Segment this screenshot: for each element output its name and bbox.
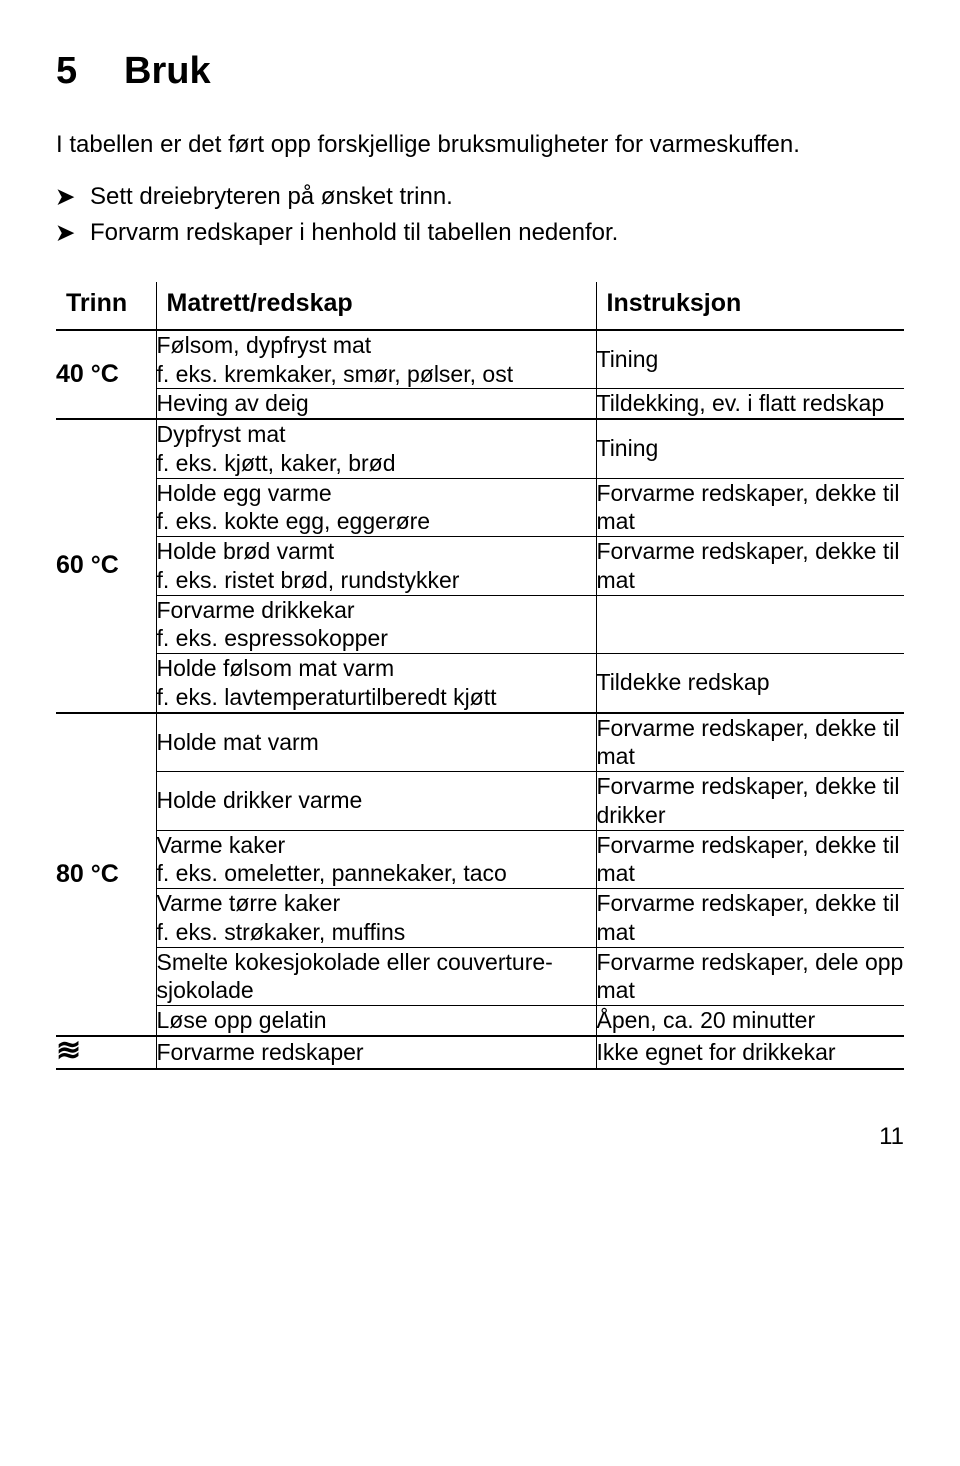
bullet-text: Forvarm redskaper i henhold til tabellen…	[90, 219, 618, 246]
instruksjon-cell: Tining	[596, 419, 904, 478]
matrett-main: Smelte kokesjokolade eller couverture-sj…	[157, 949, 553, 1004]
instruksjon-cell: Tildekking, ev. i flatt redskap	[596, 389, 904, 419]
bullet-text: Sett dreiebryteren på ønsket trinn.	[90, 183, 453, 210]
bullet-item: ➤Forvarm redskaper i henhold til tabelle…	[56, 218, 904, 248]
table-row: Forvarme drikkekarf. eks. espressokopper	[56, 595, 904, 654]
table-row: Holde egg varmef. eks. kokte egg, eggerø…	[56, 478, 904, 537]
instruksjon-cell: Forvarme redskaper, dekke til mat	[596, 478, 904, 537]
table-row: Varme kakerf. eks. omeletter, pannekaker…	[56, 830, 904, 889]
matrett-main: Holde mat varm	[157, 729, 319, 755]
instruksjon-cell: Ikke egnet for drikkekar	[596, 1036, 904, 1069]
section-number: 5	[56, 48, 124, 96]
table-header-row: Trinn Matrett/redskap Instruksjon	[56, 282, 904, 330]
instruksjon-cell: Tining	[596, 330, 904, 389]
header-instruksjon: Instruksjon	[596, 282, 904, 330]
matrett-main: Dypfryst mat	[157, 421, 286, 447]
matrett-cell: Smelte kokesjokolade eller couverture-sj…	[156, 947, 596, 1006]
matrett-sub: f. eks. strøkaker, muffins	[157, 919, 406, 945]
bullet-item: ➤Sett dreiebryteren på ønsket trinn.	[56, 182, 904, 212]
table-row: Heving av deig Tildekking, ev. i flatt re…	[56, 389, 904, 419]
instruksjon-cell: Forvarme redskaper, dekke til mat	[596, 713, 904, 772]
table-row: Holde følsom mat varm f. eks. lavtemperat…	[56, 654, 904, 713]
matrett-main: Heving av deig	[157, 390, 309, 416]
matrett-cell: Heving av deig	[156, 389, 596, 419]
matrett-main: Varme kaker	[157, 832, 286, 858]
table-row: Løse opp gelatin Åpen, ca. 20 minutter	[56, 1006, 904, 1036]
matrett-sub: f. eks. lavtemperaturtilberedt kjøtt	[157, 684, 497, 710]
table-row: ≋ Forvarme redskaper Ikke egnet for drikke…	[56, 1036, 904, 1069]
table-row: Varme tørre kaker f. eks. strøkaker, muff…	[56, 889, 904, 948]
trinn-cell: 80 °C	[56, 713, 156, 1036]
matrett-cell: Holde følsom mat varm f. eks. lavtemperat…	[156, 654, 596, 713]
matrett-main: Holde brød varmt	[157, 538, 335, 564]
trinn-cell: 40 °C	[56, 330, 156, 419]
table-row: 40 °CFølsom, dypfryst matf. eks. kremkak…	[56, 330, 904, 389]
instruksjon-cell: Forvarme redskaper, dekke til drikker	[596, 772, 904, 831]
matrett-main: Holde drikker varme	[157, 787, 363, 813]
matrett-cell: Løse opp gelatin	[156, 1006, 596, 1036]
matrett-sub: f. eks. kjøtt, kaker, brød	[157, 450, 396, 476]
matrett-main: Varme tørre kaker	[157, 890, 341, 916]
matrett-cell: Holde drikker varme	[156, 772, 596, 831]
matrett-cell: Forvarme drikkekarf. eks. espressokopper	[156, 595, 596, 654]
table-row: 80 °CHolde mat varmForvarme redskaper, d…	[56, 713, 904, 772]
matrett-main: Forvarme redskaper	[157, 1039, 364, 1065]
bullet-arrow-icon: ➤	[56, 183, 90, 211]
table-row: 60 °CDypfryst matf. eks. kjøtt, kaker, b…	[56, 419, 904, 478]
matrett-cell: Dypfryst mat f. eks. kjøtt, kaker, brød	[156, 419, 596, 478]
matrett-main: Holde egg varme	[157, 480, 332, 506]
table-row: Smelte kokesjokolade eller couverture-sj…	[56, 947, 904, 1006]
bullet-arrow-icon: ➤	[56, 219, 90, 247]
matrett-cell: Forvarme redskaper	[156, 1036, 596, 1069]
matrett-cell: Følsom, dypfryst mat f. eks. kremkaker, s…	[156, 330, 596, 389]
instruksjon-cell: Forvarme redskaper, dekke til mat	[596, 889, 904, 948]
instruksjon-cell	[596, 595, 904, 654]
instruksjon-cell: Forvarme redskaper, dekke til mat	[596, 537, 904, 596]
matrett-sub: f. eks. kremkaker, smør, pølser, ost	[157, 361, 514, 387]
section-title: Bruk	[124, 50, 211, 92]
instruksjon-cell: Forvarme redskaper, dele opp mat	[596, 947, 904, 1006]
matrett-cell: Holde brød varmt f. eks. ristet brød, run…	[156, 537, 596, 596]
matrett-sub: f. eks. omeletter, pannekaker, taco	[157, 860, 507, 886]
instruksjon-cell: Forvarme redskaper, dekke til mat	[596, 830, 904, 889]
bullet-list: ➤Sett dreiebryteren på ønsket trinn. ➤Fo…	[56, 182, 904, 248]
table-row: Holde drikker varme Forvarme redskaper, d…	[56, 772, 904, 831]
instruksjon-cell: Åpen, ca. 20 minutter	[596, 1006, 904, 1036]
usage-table: Trinn Matrett/redskap Instruksjon 40 °CF…	[56, 282, 904, 1071]
page-number: 11	[56, 1122, 904, 1152]
header-matrett: Matrett/redskap	[156, 282, 596, 330]
matrett-sub: f. eks. espressokopper	[157, 625, 388, 651]
matrett-cell: Varme tørre kaker f. eks. strøkaker, muff…	[156, 889, 596, 948]
matrett-sub: f. eks. ristet brød, rundstykker	[157, 567, 460, 593]
table-row: Holde brød varmt f. eks. ristet brød, run…	[56, 537, 904, 596]
matrett-main: Følsom, dypfryst mat	[157, 332, 372, 358]
wave-icon: ≋	[56, 1034, 81, 1067]
trinn-cell: ≋	[56, 1036, 156, 1069]
matrett-main: Holde følsom mat varm	[157, 655, 395, 681]
matrett-main: Løse opp gelatin	[157, 1007, 327, 1033]
section-heading: 5Bruk	[56, 48, 904, 96]
header-trinn: Trinn	[56, 282, 156, 330]
intro-paragraph: I tabellen er det ført opp forskjellige …	[56, 130, 904, 160]
matrett-sub: f. eks. kokte egg, eggerøre	[157, 508, 431, 534]
trinn-cell: 60 °C	[56, 419, 156, 713]
matrett-cell: Holde mat varm	[156, 713, 596, 772]
instruksjon-cell: Tildekke redskap	[596, 654, 904, 713]
matrett-cell: Varme kakerf. eks. omeletter, pannekaker…	[156, 830, 596, 889]
matrett-main: Forvarme drikkekar	[157, 597, 355, 623]
matrett-cell: Holde egg varmef. eks. kokte egg, eggerø…	[156, 478, 596, 537]
